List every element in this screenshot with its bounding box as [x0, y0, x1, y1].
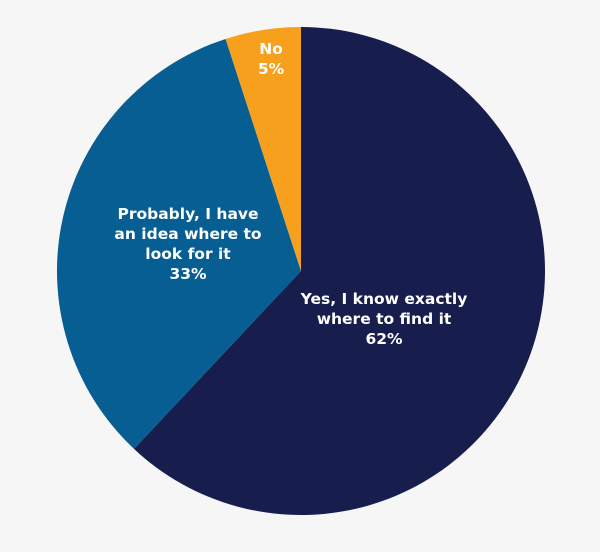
- pie-slice-0: [133, 27, 545, 515]
- slice-label-line: look for it: [145, 245, 231, 263]
- slice-label-1: Probably, I have an idea where to look for…: [114, 205, 261, 283]
- slice-label-line: where to find it: [317, 310, 452, 328]
- slice-value-0: 62%: [365, 330, 403, 348]
- slice-label-line: Probably, I have: [117, 205, 258, 223]
- pie-labels: Yes, I know exactly where to find it 62% Pr…: [114, 40, 467, 348]
- pie-slice-1: [56, 38, 301, 449]
- slice-label-line: No: [259, 40, 283, 58]
- slice-value-2: 5%: [258, 60, 285, 78]
- pie-slices: [56, 27, 545, 515]
- slice-label-0: Yes, I know exactly where to find it 62%: [300, 290, 468, 348]
- slice-label-line: an idea where to: [114, 225, 261, 243]
- pie-slice-2: [225, 27, 301, 271]
- slice-label-2: No 5%: [258, 40, 285, 78]
- slice-value-1: 33%: [169, 265, 207, 283]
- slice-label-line: Yes, I know exactly: [300, 290, 468, 308]
